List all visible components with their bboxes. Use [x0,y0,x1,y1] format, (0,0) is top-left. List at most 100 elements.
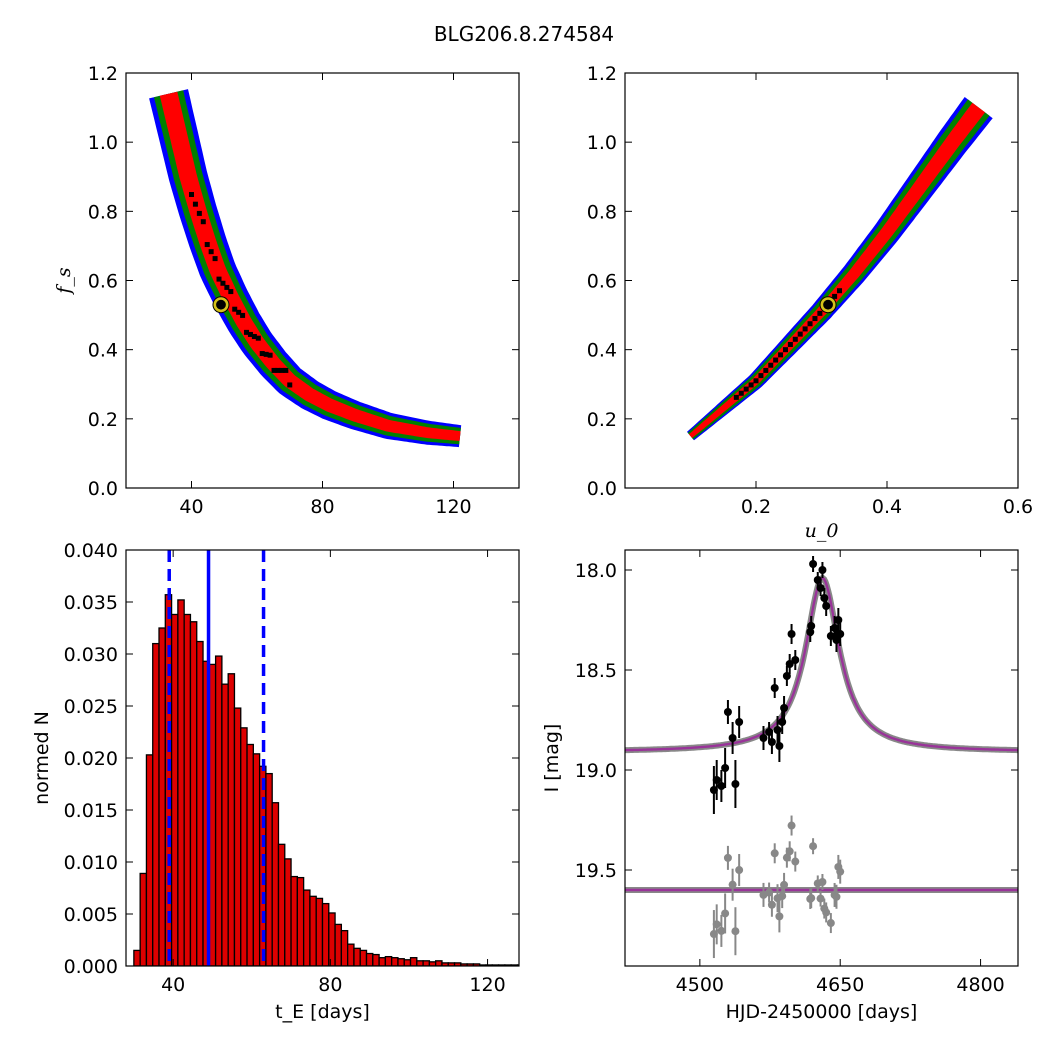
histogram-bar [133,949,141,966]
y-tick-label: 0.6 [88,271,118,293]
sample-pixel [189,192,194,198]
histogram-bar [158,627,166,966]
y-tick-label: 0.4 [88,340,118,362]
histogram-bar [391,957,399,966]
data-point [767,738,776,746]
data-point [721,764,730,772]
sample-pixel [812,316,818,322]
residual-point [787,821,796,830]
histogram-bar [334,923,343,966]
data-point [717,782,726,790]
y-tick-label: 0.000 [64,956,118,978]
residual-point [731,927,740,936]
histogram-bar [309,895,317,966]
histogram-bar [265,772,273,966]
y-tick-label: 19.0 [575,760,617,782]
histogram-bar [177,599,185,966]
y-tick-label: 0.0 [587,478,617,500]
sample-pixel [240,312,246,318]
sample-pixel [192,201,198,207]
residual-point [822,908,831,917]
residual-point [717,926,726,935]
residual-point [807,894,816,903]
histogram-bar [227,673,236,966]
y-tick-label: 0.2 [587,409,617,431]
sample-pixel [196,210,202,216]
residual-point [767,900,776,909]
y-tick-label: 0.005 [64,904,118,926]
histogram-bar [152,642,160,966]
histogram-bar [347,943,355,966]
histogram-bar [277,843,286,966]
residual-point [728,880,737,889]
model-band [625,574,1018,754]
figure-title: BLG206.8.274584 [434,22,614,46]
residual-point [780,880,789,889]
y-tick-label: 0.8 [587,201,617,223]
residual-point [832,892,841,901]
residual-point [712,920,721,929]
histogram-bar [328,912,336,966]
sample-pixel [216,276,222,282]
histogram-bar [214,655,223,966]
histogram-bar [196,640,204,966]
residual-point [809,842,818,851]
sample-pixel [797,331,803,337]
sample-pixel [748,382,754,388]
residual-point [791,857,800,866]
x-tick-label: 4650 [816,974,864,996]
data-point [809,560,818,568]
sample-pixel [212,256,218,262]
data-point [836,630,845,638]
panel-te-histogram: 40 80 120 0.000 0.005 0.010 0.015 0.020 0.025 0.0… [31,540,520,1023]
sample-pixel [275,367,281,373]
x-axis-label: HJD-2450000 [days] [726,1001,918,1023]
y-tick-label: 0.025 [64,696,118,718]
y-tick-label: 0.6 [587,271,617,293]
y-axis-label: normed N [31,711,53,805]
sample-pixel [263,351,269,357]
sample-pixel [267,352,273,358]
residual-point [723,853,732,862]
sample-pixel [220,280,226,286]
residual-point [775,912,784,921]
sample-pixel [287,382,293,388]
histogram-bar [403,959,412,966]
best-fit-ring [820,297,836,313]
y-tick-label: 18.5 [575,660,617,682]
histogram-bar [189,621,198,966]
sample-pixel [208,249,214,255]
histogram-bar [271,802,280,966]
y-tick-label: 0.020 [64,748,118,770]
histogram-bar [397,958,405,966]
y-tick-label: 0.2 [88,409,118,431]
panel-fs-vs-te: 40 80 120 0.0 0.2 0.4 0.6 0.8 1.0 1.2 f_s [53,63,520,518]
histogram-bar [365,952,374,966]
sample-pixel [773,357,779,363]
histogram-bar [302,889,311,966]
sample-pixel [778,352,784,358]
sample-pixel [763,367,769,373]
histogram-bar [422,960,431,966]
histogram-bar [321,902,330,966]
sample-pixel [758,373,764,379]
x-tick-label: 40 [179,496,203,518]
x-tick-label: 80 [318,974,342,996]
sample-pixel [247,331,253,337]
y-tick-label: 0.8 [88,201,118,223]
sample-pixel [733,394,739,400]
data-point [770,684,779,692]
sample-pixel [224,284,230,290]
data-point [832,636,841,644]
histogram-bar [240,727,248,966]
sample-pixel [255,335,261,341]
histogram-bar [435,960,443,966]
x-tick-label: 0.2 [741,496,771,518]
sample-pixel [768,362,774,368]
histogram-bar [290,875,298,966]
y-tick-label: 0.0 [88,478,118,500]
panel-light-curve: 4500 4650 4800 18.0 18.5 19.0 19.5 HJD-2450000 … [541,549,1019,1023]
residual-point [785,847,794,856]
histogram-bar [315,897,324,966]
histogram-bar [139,872,148,966]
